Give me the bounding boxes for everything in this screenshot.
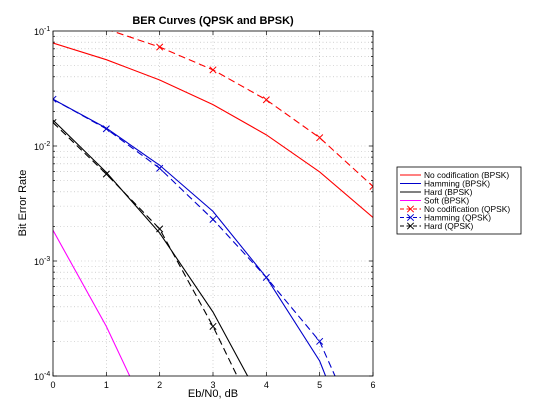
y-axis-label: Bit Error Rate — [17, 170, 29, 237]
x-axis-label: Eb/N0, dB — [188, 388, 238, 400]
x-tick-label: 6 — [370, 380, 375, 390]
legend-label-6: Hard (QPSK) — [424, 221, 474, 231]
x-tick-label: 1 — [104, 380, 109, 390]
x-tick-label: 4 — [264, 380, 269, 390]
y-tick-label: 10-2 — [34, 141, 50, 152]
x-tick-label: 0 — [50, 380, 55, 390]
y-tick-label: 10-3 — [34, 256, 50, 267]
y-tick-label: 10-1 — [34, 26, 50, 37]
x-tick-label: 5 — [317, 380, 322, 390]
chart-title: BER Curves (QPSK and BPSK) — [132, 15, 294, 27]
legend: No codification (BPSK)Hamming (BPSK)Hard… — [397, 167, 521, 234]
y-tick-label: 10-4 — [34, 371, 50, 382]
x-tick-label: 2 — [157, 380, 162, 390]
y-tick-labels: 10-4 10-3 10-2 10-1 — [34, 26, 50, 382]
